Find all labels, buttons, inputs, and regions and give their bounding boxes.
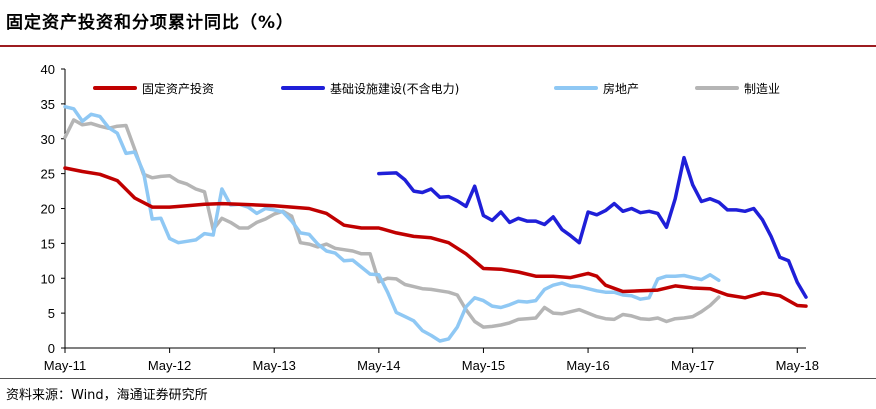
series-line-infra [377,155,808,299]
y-tick-label: 25 [41,167,55,182]
y-tick-label: 30 [41,132,55,147]
x-tick-label: May-13 [253,358,296,373]
y-tick-label: 20 [41,202,55,217]
legend-label-infra: 基础设施建设(不含电力) [330,81,459,96]
x-tick-label: May-12 [148,358,191,373]
x-tick-label: May-15 [462,358,505,373]
legend-label-fai: 固定资产投资 [142,81,214,96]
y-tick-label: 40 [41,62,55,77]
title-divider [0,45,876,47]
y-tick-label: 15 [41,236,55,251]
series-line-manufacturing [63,118,721,329]
series-line-fai [63,166,808,308]
x-tick-label: May-14 [357,358,400,373]
series-line-realestate [63,104,721,343]
series-layer [63,104,808,343]
x-tick-label: May-17 [671,358,714,373]
y-tick-label: 0 [48,341,55,356]
y-tick-label: 35 [41,97,55,112]
legend-label-manufacturing: 制造业 [744,82,780,96]
legend-label-realestate: 房地产 [603,81,639,96]
source-note: 资料来源：Wind，海通证券研究所 [6,388,208,403]
legend: 固定资产投资 基础设施建设(不含电力) 房地产 制造业 [93,81,780,96]
x-tick-label: May-16 [566,358,609,373]
chart-title: 固定资产投资和分项累计同比（%） [6,13,295,33]
y-tick-label: 5 [48,306,55,321]
axes: 0 5 10 15 20 25 30 35 40 May-11 May-12 May-13 May-14… [41,62,819,373]
y-tick-label: 10 [41,271,55,286]
x-tick-label: May-11 [44,358,86,373]
x-tick-label: May-18 [776,358,819,373]
footer-divider [0,378,876,379]
